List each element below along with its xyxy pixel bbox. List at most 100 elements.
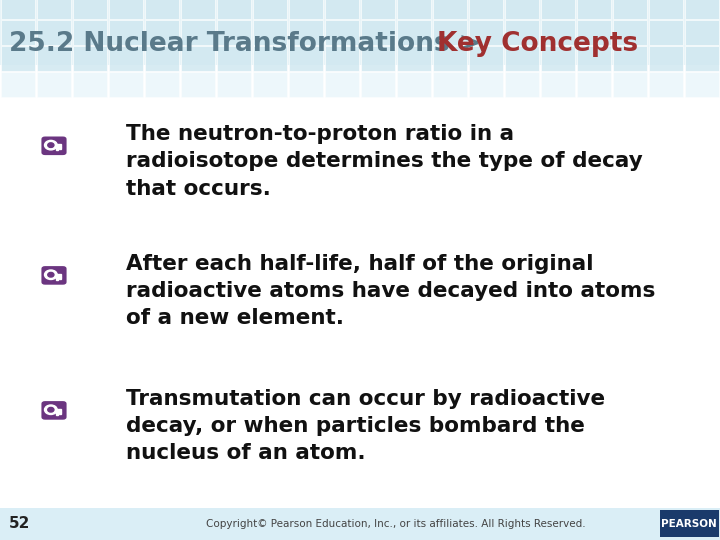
Bar — [51, 409, 60, 412]
Bar — [253, 72, 287, 97]
Bar — [59, 147, 60, 150]
Bar — [505, 72, 539, 97]
Bar — [51, 274, 60, 277]
Bar — [73, 72, 107, 97]
Bar — [541, 46, 575, 71]
Bar — [289, 20, 323, 45]
Bar — [37, 0, 71, 19]
Bar — [541, 72, 575, 97]
Bar — [541, 0, 575, 19]
Bar — [361, 0, 395, 19]
Bar — [649, 72, 683, 97]
Bar — [613, 72, 647, 97]
Bar — [397, 46, 431, 71]
Bar — [217, 20, 251, 45]
Bar — [1, 46, 35, 71]
Circle shape — [48, 407, 54, 412]
Bar — [577, 20, 611, 45]
Bar — [685, 46, 719, 71]
Bar — [289, 0, 323, 19]
Bar — [1, 20, 35, 45]
Bar — [253, 20, 287, 45]
Text: Copyright© Pearson Education, Inc., or its affiliates. All Rights Reserved.: Copyright© Pearson Education, Inc., or i… — [206, 519, 586, 529]
Circle shape — [48, 272, 54, 277]
Bar — [577, 46, 611, 71]
Text: 25.2 Nuclear Transformations >: 25.2 Nuclear Transformations > — [9, 31, 490, 57]
Bar — [181, 46, 215, 71]
Bar — [289, 46, 323, 71]
Bar — [181, 20, 215, 45]
Text: Transmutation can occur by radioactive
decay, or when particles bombard the
nucl: Transmutation can occur by radioactive d… — [126, 389, 605, 463]
Bar — [361, 20, 395, 45]
Bar — [469, 20, 503, 45]
Bar — [181, 0, 215, 19]
Bar — [649, 20, 683, 45]
Bar — [685, 0, 719, 19]
Bar — [649, 0, 683, 19]
Bar — [145, 72, 179, 97]
Bar — [541, 20, 575, 45]
Bar — [577, 0, 611, 19]
Text: The neutron-to-proton ratio in a
radioisotope determines the type of decay
that : The neutron-to-proton ratio in a radiois… — [126, 124, 643, 199]
Bar — [433, 46, 467, 71]
Circle shape — [45, 405, 57, 415]
Bar — [37, 46, 71, 71]
Bar — [325, 72, 359, 97]
Circle shape — [45, 270, 57, 280]
Text: PEARSON: PEARSON — [661, 519, 717, 529]
Bar — [1, 0, 35, 19]
Bar — [253, 0, 287, 19]
Bar — [685, 20, 719, 45]
Bar — [109, 20, 143, 45]
Bar — [397, 72, 431, 97]
Bar — [469, 72, 503, 97]
Bar — [505, 20, 539, 45]
Bar — [181, 72, 215, 97]
Bar — [577, 72, 611, 97]
FancyBboxPatch shape — [42, 137, 66, 155]
Bar — [145, 0, 179, 19]
Bar — [56, 147, 58, 150]
Bar — [217, 72, 251, 97]
Bar — [37, 72, 71, 97]
Text: Key Concepts: Key Concepts — [437, 31, 638, 57]
Bar — [0, 508, 720, 540]
Bar — [649, 46, 683, 71]
Bar — [397, 0, 431, 19]
Bar — [433, 20, 467, 45]
Bar — [73, 46, 107, 71]
Bar — [325, 0, 359, 19]
Bar — [109, 46, 143, 71]
Bar — [59, 277, 60, 279]
Bar — [289, 72, 323, 97]
Circle shape — [48, 143, 54, 147]
FancyBboxPatch shape — [42, 266, 66, 285]
Circle shape — [45, 140, 57, 150]
Bar — [109, 72, 143, 97]
Bar — [1, 72, 35, 97]
Bar — [59, 412, 60, 414]
Bar — [505, 0, 539, 19]
Bar — [0, 65, 720, 508]
Bar — [56, 277, 58, 280]
Bar — [613, 46, 647, 71]
Bar — [109, 0, 143, 19]
Bar — [361, 46, 395, 71]
Bar — [361, 72, 395, 97]
Bar — [56, 412, 58, 415]
Bar — [73, 20, 107, 45]
Text: After each half-life, half of the original
radioactive atoms have decayed into a: After each half-life, half of the origin… — [126, 254, 655, 328]
Bar — [37, 20, 71, 45]
Bar — [469, 46, 503, 71]
Bar — [505, 46, 539, 71]
Bar — [469, 0, 503, 19]
Bar — [397, 20, 431, 45]
Bar — [613, 20, 647, 45]
Bar — [613, 0, 647, 19]
Bar — [433, 0, 467, 19]
Bar — [433, 72, 467, 97]
Bar — [253, 46, 287, 71]
Bar — [325, 20, 359, 45]
FancyBboxPatch shape — [660, 510, 719, 537]
Bar — [73, 0, 107, 19]
